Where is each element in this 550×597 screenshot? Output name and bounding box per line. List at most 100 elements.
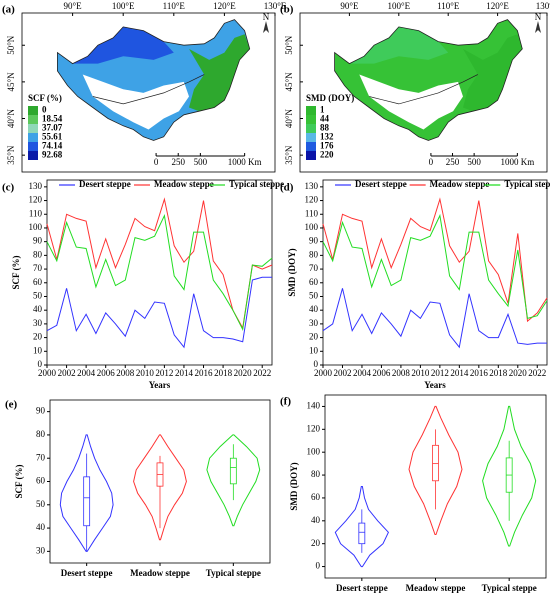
lat-label: 35°N — [6, 145, 16, 165]
x-tick-label: Meadow steppe — [406, 583, 466, 593]
y-tick-label: 10 — [33, 345, 43, 355]
y-tick-label: 20 — [309, 332, 319, 342]
y-axis-label: SCF (%) — [14, 465, 24, 499]
legend-label: 74.14 — [42, 141, 63, 151]
legend-title: SMD (DOY) — [306, 93, 354, 103]
panel-label: (c) — [2, 182, 15, 194]
lat-label: 45°N — [6, 72, 16, 92]
y-tick-label: 50 — [33, 291, 43, 301]
x-axis-label: Years — [424, 380, 446, 390]
lon-label: 110°E — [437, 1, 460, 11]
y-tick-label: 140 — [307, 401, 321, 411]
y-tick-label: 80 — [36, 429, 46, 439]
region-white — [359, 74, 463, 130]
y-tick-label: 80 — [309, 249, 319, 259]
series-line — [322, 288, 547, 349]
y-tick-label: 0 — [314, 359, 319, 369]
x-tick-label: 2010 — [136, 368, 155, 378]
y-tick-label: 110 — [305, 208, 319, 218]
y-tick-label: 80 — [311, 469, 321, 479]
y-tick-label: 10 — [309, 345, 319, 355]
y-tick-label: 40 — [33, 304, 43, 314]
x-tick-label: 2022 — [253, 368, 271, 378]
scale-label: 250 — [446, 157, 460, 167]
legend-label: Meadow steppe — [154, 179, 214, 189]
panel-label: (b) — [280, 4, 294, 16]
y-tick-label: 30 — [309, 318, 319, 328]
legend-label: 132 — [320, 132, 334, 142]
legend-label: 88 — [320, 123, 330, 133]
y-tick-label: 110 — [29, 208, 43, 218]
lat-label: 40°N — [284, 108, 294, 128]
legend-label: 18.54 — [42, 114, 63, 124]
box — [358, 522, 366, 545]
series-line — [322, 197, 548, 323]
scale-label: 500 — [194, 157, 208, 167]
legend-label: 1 — [320, 105, 325, 115]
x-tick-label: 2020 — [234, 368, 253, 378]
x-tick-label: 2004 — [77, 368, 96, 378]
legend-label: Desert steppe — [355, 179, 407, 189]
y-tick-label: 20 — [311, 538, 321, 548]
panel-label: (f) — [280, 396, 291, 408]
y-tick-label: 40 — [309, 304, 319, 314]
scale-label: 500 — [467, 157, 481, 167]
y-tick-label: 0 — [316, 561, 321, 571]
y-tick-label: 50 — [309, 291, 319, 301]
lon-label: 120°E — [213, 1, 236, 11]
y-tick-label: 40 — [311, 515, 321, 525]
y-tick-label: 90 — [309, 236, 319, 246]
x-tick-label: 2016 — [195, 368, 214, 378]
x-tick-label: Desert steppe — [336, 583, 388, 593]
legend-label: 220 — [320, 150, 334, 160]
lat-label: 50°N — [6, 35, 16, 55]
scale-label: 250 — [171, 157, 185, 167]
x-tick-label: 2012 — [155, 368, 173, 378]
x-tick-label: 2016 — [470, 368, 489, 378]
lon-label: 100°E — [112, 1, 135, 11]
region-white — [82, 74, 189, 130]
series-line — [46, 197, 273, 330]
y-tick-label: 60 — [309, 277, 319, 287]
y-tick-label: 120 — [307, 423, 321, 433]
y-tick-label: 130 — [29, 181, 43, 191]
panel-label: (d) — [280, 182, 294, 194]
y-tick-label: 70 — [36, 452, 46, 462]
y-tick-label: 60 — [33, 277, 43, 287]
region-east — [463, 34, 523, 112]
plot-frame — [322, 179, 548, 366]
legend-title: SCF (%) — [28, 93, 62, 103]
legend-swatch — [306, 106, 316, 115]
legend-swatch — [28, 133, 38, 142]
x-tick-label: 2004 — [353, 368, 372, 378]
legend-swatch — [28, 124, 38, 133]
violin — [334, 486, 389, 568]
plot-frame — [46, 179, 273, 366]
legend-label: Typical steppe — [504, 179, 550, 189]
lat-label: 50°N — [284, 35, 294, 55]
y-tick-label: 90 — [36, 406, 46, 416]
legend-swatch — [306, 115, 316, 124]
legend-label: Typical steppe — [229, 179, 284, 189]
panel-label: (e) — [5, 399, 18, 411]
series-line — [322, 213, 548, 320]
y-tick-label: 40 — [36, 522, 46, 532]
x-tick-label: 2002 — [333, 368, 351, 378]
x-tick-label: 2002 — [58, 368, 76, 378]
box — [432, 444, 439, 482]
y-tick-label: 100 — [29, 222, 43, 232]
lon-label: 130°E — [536, 1, 550, 11]
legend-label: 37.07 — [42, 123, 63, 133]
region-outline — [57, 19, 251, 141]
zone-boundary — [369, 74, 478, 105]
x-tick-label: 2020 — [509, 368, 528, 378]
lon-label: 100°E — [387, 1, 410, 11]
box — [229, 457, 237, 485]
lat-label: 35°N — [284, 145, 294, 165]
y-tick-label: 120 — [305, 195, 319, 205]
legend-swatch — [28, 115, 38, 124]
lon-label: 90°E — [340, 1, 359, 11]
y-tick-label: 30 — [33, 318, 43, 328]
lon-label: 90°E — [64, 1, 83, 11]
